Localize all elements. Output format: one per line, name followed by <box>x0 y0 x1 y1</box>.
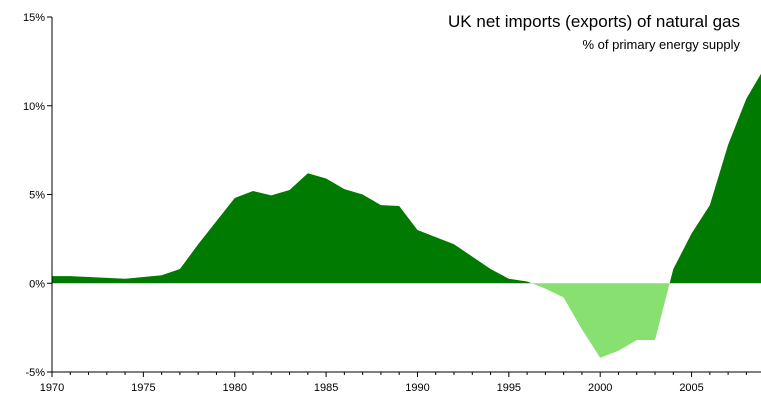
chart-title: UK net imports (exports) of natural gas <box>448 12 740 31</box>
x-tick-label: 1985 <box>314 382 338 394</box>
y-tick-label: 10% <box>23 101 45 113</box>
x-tick-label: 1980 <box>222 382 246 394</box>
x-tick-label: 1990 <box>405 382 429 394</box>
x-axis-ticks: 1970 1975 1980 1985 1990 1995 2000 2005 <box>40 372 747 394</box>
x-tick-label: 1995 <box>497 382 521 394</box>
x-tick-label: 2005 <box>679 382 703 394</box>
y-tick-label: 15% <box>23 12 45 24</box>
net-imports-area-0 <box>52 173 532 284</box>
y-tick-label: 5% <box>29 190 45 202</box>
net-exports-area-1 <box>531 283 670 358</box>
x-tick-label: 1975 <box>131 382 155 394</box>
net-imports-area-2 <box>669 73 761 284</box>
y-axis-ticks: -5% 0% 5% 10% 15% <box>23 12 52 379</box>
y-tick-label: -5% <box>25 367 45 379</box>
y-tick-label: 0% <box>29 278 45 290</box>
x-tick-label: 2000 <box>588 382 612 394</box>
area-series <box>52 73 761 358</box>
x-tick-label: 1970 <box>40 382 64 394</box>
chart-subtitle: % of primary energy supply <box>582 37 740 52</box>
